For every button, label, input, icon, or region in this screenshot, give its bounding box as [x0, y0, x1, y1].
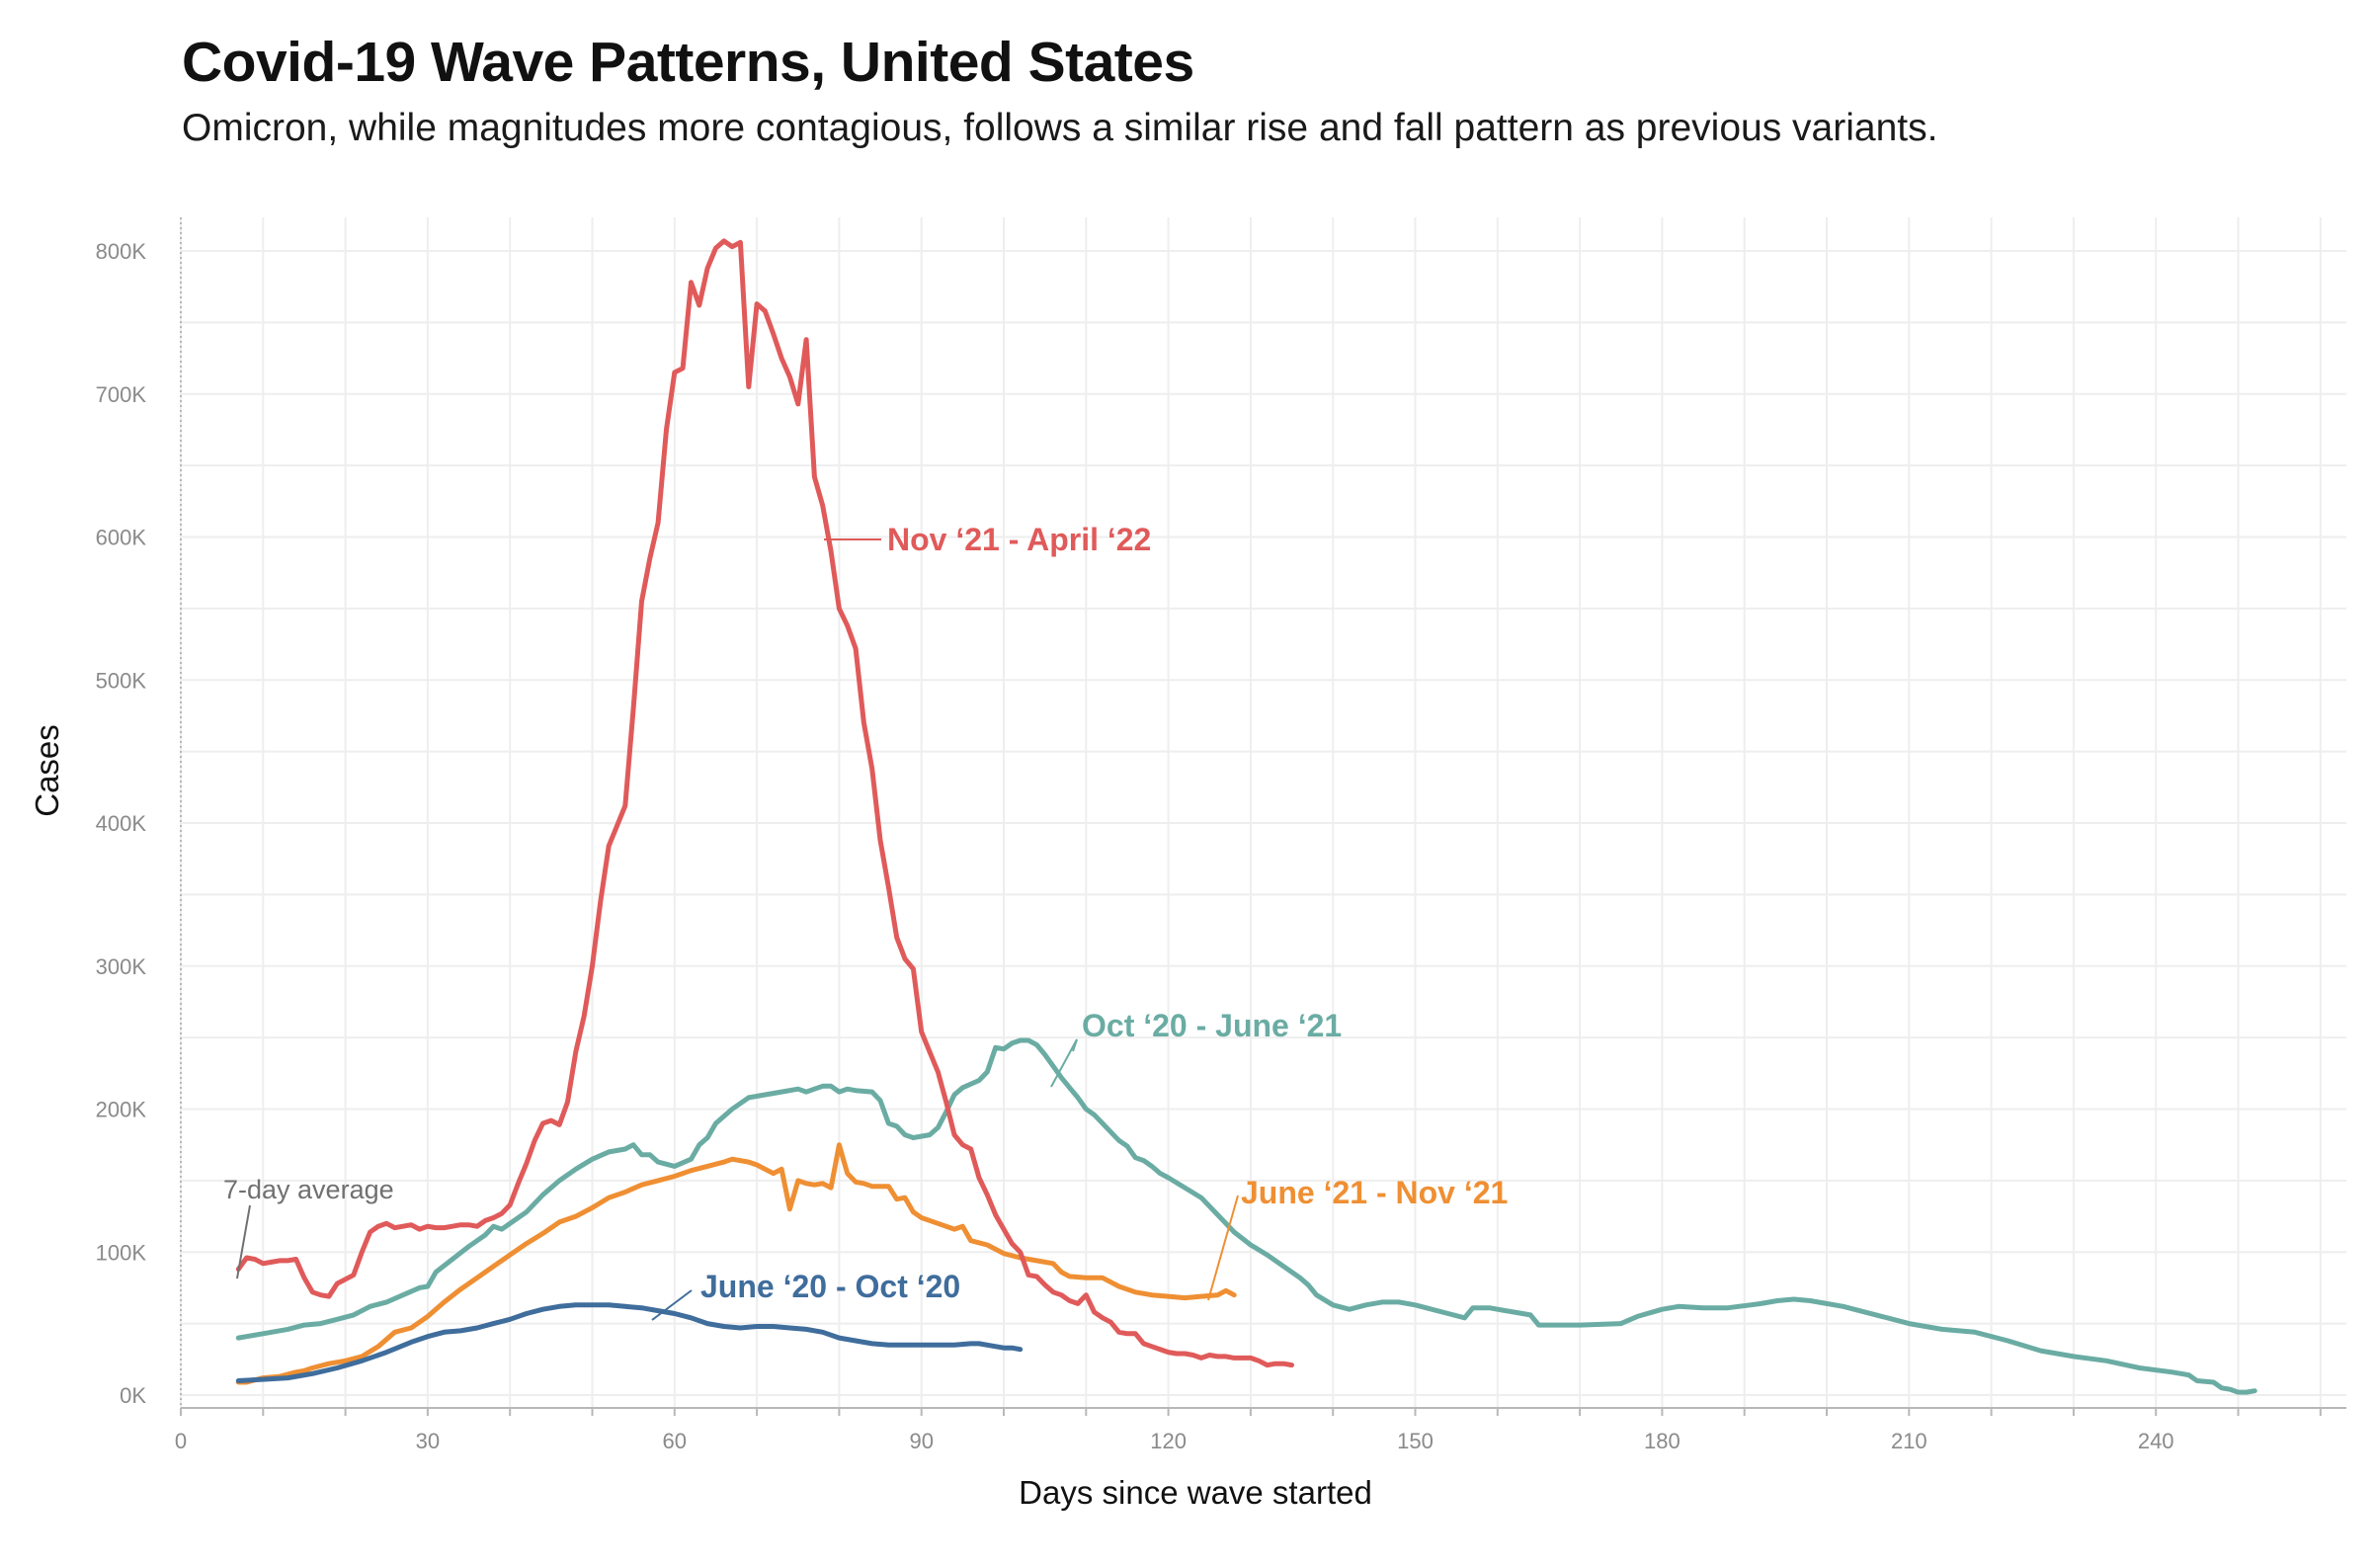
y-tick-label: 500K [96, 668, 147, 693]
x-tick-label: 0 [175, 1429, 187, 1453]
x-tick-label: 60 [663, 1429, 687, 1453]
series-label-winter: Oct ‘20 - June ‘21 [1082, 1008, 1342, 1043]
y-tick-label: 0K [120, 1383, 146, 1408]
y-tick-label: 100K [96, 1240, 147, 1265]
x-tick-label: 150 [1397, 1429, 1434, 1453]
series-line-2 [235, 1142, 1237, 1385]
series-line-1 [235, 1037, 2257, 1395]
note-leader-7day [236, 1204, 251, 1279]
annotation-leader-delta [1207, 1195, 1239, 1301]
x-tick-label: 120 [1150, 1429, 1187, 1453]
y-tick-label: 800K [96, 239, 147, 264]
x-axis-title: Days since wave started [1019, 1474, 1372, 1511]
y-tick-label: 700K [96, 382, 147, 407]
note-7-day-average: 7-day average [223, 1175, 394, 1204]
y-tick-label: 200K [96, 1098, 147, 1122]
x-tick-label: 30 [416, 1429, 440, 1453]
series-label-omicron: Nov ‘21 - April ‘22 [887, 522, 1151, 557]
series-label-delta: June ‘21 - Nov ‘21 [1241, 1175, 1508, 1210]
x-tick-label: 180 [1644, 1429, 1681, 1453]
y-tick-label: 300K [96, 954, 147, 979]
axes [180, 217, 2346, 1416]
tick-labels: 0 30 60 90 120 150 180 210 240 0K 100K 200K 300K 400K… [96, 239, 2174, 1453]
annotation-leader-winter-2 [1050, 1038, 1078, 1088]
series-label-summer: June ‘20 - Oct ‘20 [700, 1269, 960, 1304]
gridlines [180, 217, 2346, 1408]
chart-title: Covid-19 Wave Patterns, United States [182, 31, 1194, 94]
chart-subtitle: Omicron, while magnitudes more contagiou… [182, 107, 1938, 149]
y-tick-label: 600K [96, 526, 147, 550]
x-tick-label: 210 [1891, 1429, 1927, 1453]
x-tick-label: 90 [909, 1429, 933, 1453]
annotation-leader-summer [651, 1289, 693, 1321]
series-line-3 [235, 1302, 1024, 1383]
series-lines [235, 238, 2257, 1395]
annotations: Nov ‘21 - April ‘22 Oct ‘20 - June ‘21 J… [223, 522, 1508, 1321]
series-line-0 [235, 238, 1294, 1368]
y-axis-title: Cases [29, 724, 65, 817]
y-tick-label: 400K [96, 811, 147, 836]
x-tick-label: 240 [2138, 1429, 2174, 1453]
